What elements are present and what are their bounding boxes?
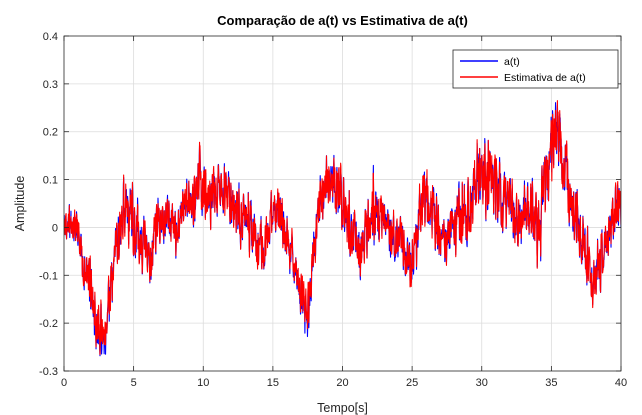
x-tick-label-8: 40: [615, 377, 627, 389]
tick-marks: [63, 35, 622, 372]
y-tick-label-0: -0.3: [39, 366, 58, 378]
series-line-estimativa: [64, 100, 621, 356]
x-tick-label-3: 15: [267, 377, 279, 389]
y-tick-label-1: -0.2: [39, 318, 58, 330]
x-tick-label-2: 10: [197, 377, 209, 389]
y-axis-label: Amplitude: [13, 176, 27, 232]
legend: a(t) Estimativa de a(t): [452, 49, 619, 89]
y-tick-labels: -0.3 -0.2 -0.1 0 0.1 0.2 0.3 0.4: [39, 31, 58, 378]
x-tick-label-4: 20: [336, 377, 348, 389]
grid: [64, 36, 621, 371]
legend-box: [452, 49, 619, 89]
x-tick-label-1: 5: [131, 377, 137, 389]
x-tick-labels: 0 5 10 15 20 25 30 35 40: [61, 377, 627, 389]
y-tick-label-6: 0.3: [43, 79, 58, 91]
x-tick-label-7: 35: [545, 377, 557, 389]
y-tick-label-5: 0.2: [43, 127, 58, 139]
x-tick-label-0: 0: [61, 377, 67, 389]
y-tick-label-4: 0.1: [43, 175, 58, 187]
series-layer: [64, 100, 621, 357]
x-tick-label-6: 30: [476, 377, 488, 389]
x-axis-label: Tempo[s]: [317, 401, 368, 415]
y-tick-label-2: -0.1: [39, 270, 58, 282]
legend-label-a-t: a(t): [504, 56, 520, 68]
y-tick-label-7: 0.4: [43, 31, 58, 43]
y-tick-label-3: 0: [52, 222, 58, 234]
x-tick-label-5: 25: [406, 377, 418, 389]
legend-label-estimativa: Estimativa de a(t): [504, 72, 586, 84]
chart-title: Comparação de a(t) vs Estimativa de a(t): [217, 13, 468, 28]
